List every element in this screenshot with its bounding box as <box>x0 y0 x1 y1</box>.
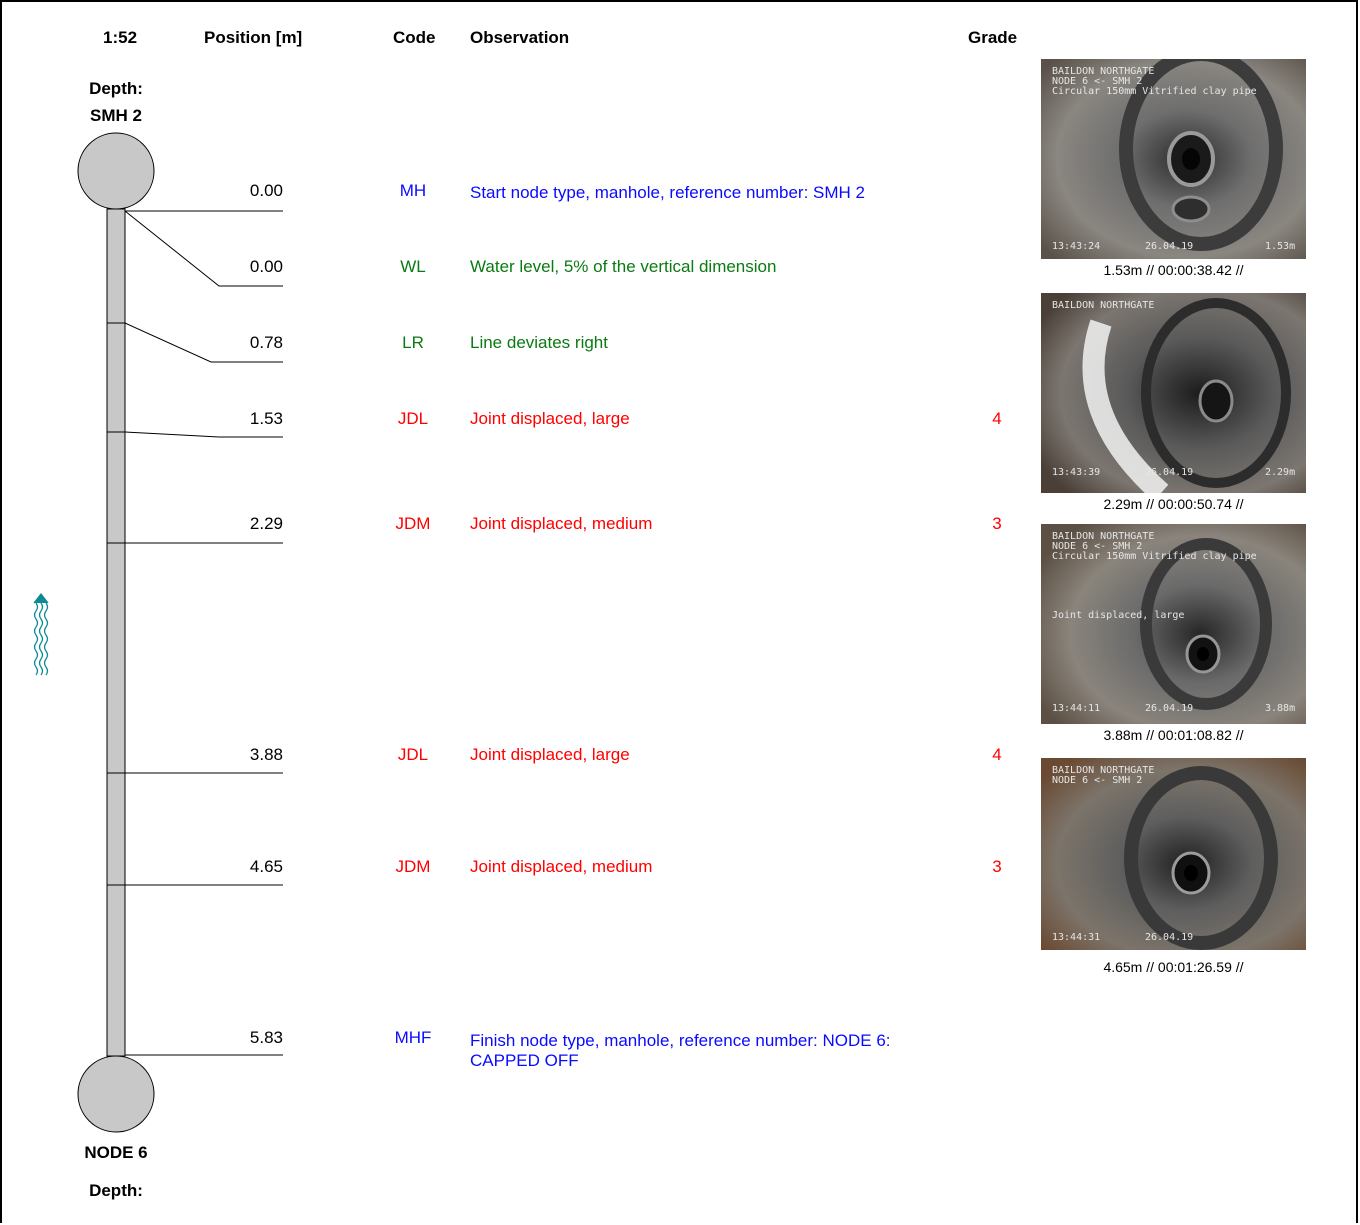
photo-caption: 3.88m // 00:01:08.82 // <box>1103 727 1244 743</box>
observation-code: JDL <box>397 409 429 428</box>
end-node-name: NODE 6 <box>84 1143 148 1162</box>
pipe-interior-image <box>1041 59 1306 259</box>
observation-position: 0.00 <box>249 181 283 200</box>
osd-header: BAILDON NORTHGATE <box>1052 300 1155 311</box>
cctv-photo[interactable]: BAILDON NORTHGATE NODE 6 <- SMH 2 13:44:… <box>1041 758 1306 958</box>
osd-time: 13:43:39 <box>1052 467 1101 478</box>
observation-position: 0.78 <box>249 333 283 352</box>
observation-text: Water level, 5% of the vertical dimensio… <box>470 257 777 276</box>
start-depth-label: Depth: <box>89 79 143 98</box>
observation-text: Finish node type, manhole, reference num… <box>470 1031 891 1070</box>
observation-code: MHF <box>394 1028 432 1047</box>
leader-line <box>124 431 283 438</box>
osd-time: 13:43:24 <box>1052 241 1101 252</box>
osd-date: 26.04.19 <box>1145 703 1194 714</box>
osd-distance: 2.29m <box>1265 467 1296 478</box>
osd-header: BAILDON NORTHGATE NODE 6 <- SMH 2 Circul… <box>1052 531 1257 562</box>
pipe-interior-image <box>1041 758 1306 950</box>
observation-code: JDM <box>395 857 431 876</box>
observation-text: Joint displaced, medium <box>470 857 653 876</box>
osd-date: 26.04.19 <box>1145 932 1194 943</box>
observation-text: Line deviates right <box>470 333 608 352</box>
observation-code: JDL <box>397 745 429 764</box>
observation-code: LR <box>402 333 424 352</box>
code-header: Code <box>393 28 436 47</box>
observation-position: 2.29 <box>249 514 283 533</box>
pipe-interior-image <box>1041 293 1306 493</box>
observation-grade: 3 <box>992 514 1002 533</box>
scale-header: 1:52 <box>103 28 138 47</box>
leader-line <box>124 210 283 287</box>
osd-date: 26.04.19 <box>1145 241 1194 252</box>
flow-direction-arrow-icon <box>33 592 49 676</box>
end-depth-label: Depth: <box>89 1181 143 1200</box>
photo-caption: 1.53m // 00:00:38.42 // <box>1103 262 1244 278</box>
start-node-name: SMH 2 <box>90 106 142 125</box>
osd-time: 13:44:31 <box>1052 932 1101 943</box>
observation-text: Joint displaced, large <box>470 745 630 764</box>
observation-position: 0.00 <box>249 257 283 276</box>
observation-position: 3.88 <box>249 745 283 764</box>
osd-time: 13:44:11 <box>1052 703 1101 714</box>
observation-grade: 4 <box>992 409 1002 428</box>
observation-grade: 4 <box>992 745 1002 764</box>
osd-date: 26.04.19 <box>1145 467 1194 478</box>
observation-position: 5.83 <box>249 1028 283 1047</box>
observation-code: JDM <box>395 514 431 533</box>
cctv-photo[interactable]: BAILDON NORTHGATE 13:43:39 26.04.19 2.29… <box>1041 293 1306 493</box>
start-manhole <box>77 132 155 210</box>
osd-header: BAILDON NORTHGATE NODE 6 <- SMH 2 <box>1052 765 1155 786</box>
leader-lines <box>124 210 283 1056</box>
observation-text: Joint displaced, large <box>470 409 630 428</box>
grade-header: Grade <box>968 28 1018 47</box>
osd-observation: Joint displaced, large <box>1052 610 1185 621</box>
pipe-interior-image <box>1041 524 1306 724</box>
observation-grade: 3 <box>992 857 1002 876</box>
observation-position: 4.65 <box>249 857 283 876</box>
observation-text: Start node type, manhole, reference numb… <box>470 183 865 202</box>
observation-position: 1.53 <box>249 409 283 428</box>
end-manhole <box>77 1055 155 1133</box>
observation-code: MH <box>399 181 427 200</box>
osd-distance: 1.53m <box>1265 241 1296 252</box>
photo-caption: 2.29m // 00:00:50.74 // <box>1103 496 1244 512</box>
observation-code: WL <box>400 257 426 276</box>
pipe-body <box>106 208 126 1057</box>
leader-line <box>124 322 283 363</box>
pipe-joints <box>107 322 125 886</box>
observation-text: Joint displaced, medium <box>470 514 653 533</box>
photo-caption: 4.65m // 00:01:26.59 // <box>1103 959 1244 975</box>
position-header: Position [m] <box>204 28 303 47</box>
osd-header: BAILDON NORTHGATE NODE 6 <- SMH 2 Circul… <box>1052 66 1257 97</box>
cctv-photo[interactable]: BAILDON NORTHGATE NODE 6 <- SMH 2 Circul… <box>1041 524 1306 724</box>
cctv-photo[interactable]: BAILDON NORTHGATE NODE 6 <- SMH 2 Circul… <box>1041 59 1306 259</box>
observation-header: Observation <box>470 28 570 47</box>
osd-distance: 3.88m <box>1265 703 1296 714</box>
